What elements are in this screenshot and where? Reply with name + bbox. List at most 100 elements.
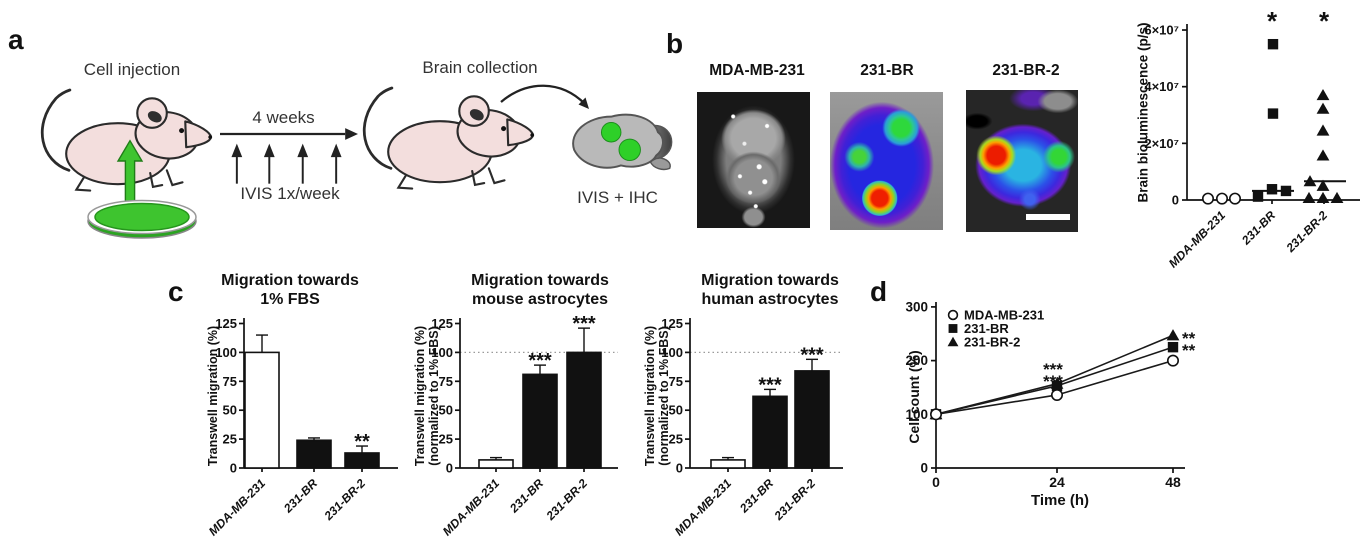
significance-label: * <box>1319 6 1330 36</box>
y-tick-label: 75 <box>223 374 237 389</box>
data-point-square <box>1167 341 1179 353</box>
y-tick-label: 25 <box>223 432 237 447</box>
category-label: 231-BR-2 <box>321 476 369 524</box>
imaging-schedule-label: IVIS 1x/week <box>240 184 340 203</box>
x-tick-label: 24 <box>1049 474 1065 490</box>
data-point-triangle <box>1166 329 1180 341</box>
significance-label: * <box>1267 6 1278 36</box>
data-point-triangle <box>1316 102 1330 114</box>
y-tick-label: 0 <box>1172 193 1179 208</box>
x-tick-label: 48 <box>1165 474 1181 490</box>
collection-arrow-icon <box>500 84 589 109</box>
data-point-triangle <box>1302 191 1316 204</box>
legend-label: 231-BR <box>964 321 1009 336</box>
y-tick-label: 50 <box>223 403 237 418</box>
legend-label: 231-BR-2 <box>964 335 1020 350</box>
data-point-circle <box>947 309 959 321</box>
brain-collection-label: Brain collection <box>422 58 538 77</box>
data-point-square <box>1267 108 1279 119</box>
bar <box>244 351 280 469</box>
category-label: MDA-MB-231 <box>1166 208 1228 270</box>
bar <box>566 351 602 469</box>
bar <box>752 395 788 469</box>
data-point-triangle <box>1330 191 1344 204</box>
brain-image-231-br <box>830 92 943 230</box>
data-point-square <box>948 324 958 333</box>
data-point-circle <box>1051 388 1064 401</box>
annotation: ** <box>1182 341 1196 360</box>
readout-label: IVIS + IHC <box>577 188 658 207</box>
y-tick-label: 6×10⁷ <box>1144 23 1179 38</box>
y-tick-label: 25 <box>669 432 683 447</box>
data-point-triangle <box>1316 191 1330 204</box>
significance-label: *** <box>528 350 552 372</box>
annotation: *** <box>1043 372 1063 391</box>
data-point-triangle <box>1316 149 1330 161</box>
category-label: MDA-MB-231 <box>672 476 734 538</box>
panel-d-label: d <box>870 276 888 307</box>
data-point-circle <box>1229 192 1242 205</box>
legend-label: MDA-MB-231 <box>964 308 1044 323</box>
category-label: 231-BR-2 <box>543 476 591 524</box>
data-point-triangle <box>1303 175 1317 187</box>
category-label: 231-BR <box>506 476 546 516</box>
y-tick-label: 100 <box>215 345 237 360</box>
significance-label: *** <box>758 374 782 396</box>
data-point-triangle <box>1316 179 1330 191</box>
y-tick-label: 25 <box>439 432 453 447</box>
y-tick-label: 75 <box>439 374 453 389</box>
data-point-circle <box>1201 192 1214 205</box>
y-tick-label: 300 <box>905 299 928 314</box>
data-point-triangle <box>1316 124 1330 136</box>
data-point-circle <box>1166 354 1179 367</box>
panel-b-label: b <box>666 28 684 59</box>
y-tick-label: 100 <box>661 345 683 360</box>
panel-c-label: c <box>168 276 184 307</box>
weekly-imaging-arrows-icon <box>231 143 342 184</box>
category-label: 231-BR <box>736 476 776 516</box>
annotation: *** <box>1043 360 1063 379</box>
bar-chart-1-title: Migration towards 1% FBS <box>221 272 359 308</box>
bar-chart-2-title: Migration towards mouse astrocytes <box>471 272 609 308</box>
bar-chart-3-title: Migration towards human astrocytes <box>701 272 839 308</box>
brain-image-231-br-2 <box>966 90 1078 232</box>
y-tick-label: 0 <box>446 461 453 476</box>
image-title-mda-mb-231: MDA-MB-231 <box>709 62 805 79</box>
y-tick-label: 125 <box>215 316 237 331</box>
image-title-231-br: 231-BR <box>860 62 914 79</box>
y-tick-label: 4×10⁷ <box>1144 79 1179 94</box>
significance-label: ** <box>354 431 370 453</box>
bar <box>478 459 514 469</box>
y-tick-label: 0 <box>230 461 237 476</box>
category-label: MDA-MB-231 <box>440 476 502 538</box>
y-tick-label: 0 <box>920 461 928 476</box>
image-title-231-br-2: 231-BR-2 <box>992 62 1060 79</box>
data-point-circle <box>929 408 942 421</box>
data-point-circle <box>1216 192 1229 205</box>
timeline-duration-label: 4 weeks <box>252 108 315 127</box>
data-point-square <box>1252 191 1264 202</box>
bar <box>710 459 746 469</box>
y-tick-label: 125 <box>431 316 453 331</box>
data-point-square <box>1266 184 1278 195</box>
data-point-square <box>1267 38 1279 50</box>
line-chart-x-axis-label: Time (h) <box>1030 492 1090 509</box>
significance-label: *** <box>572 313 596 335</box>
y-tick-label: 125 <box>661 316 683 331</box>
category-label: 231-BR <box>280 476 320 516</box>
bar <box>794 370 830 469</box>
brain-illustration <box>572 113 673 171</box>
brain-bioluminescence-scatter-plot: 0 2×10⁷ 4×10⁷ 6×10⁷ MDA-MB-231 231-BR * 231-BR-… <box>1144 6 1360 270</box>
x-tick-label: 0 <box>932 474 940 490</box>
y-tick-label: 100 <box>431 345 453 360</box>
timeline-arrow-icon <box>220 128 358 140</box>
y-tick-label: 100 <box>905 407 928 422</box>
scale-bar <box>1026 214 1070 220</box>
y-tick-label: 75 <box>669 374 683 389</box>
cell-injection-label: Cell injection <box>83 60 181 79</box>
y-tick-label: 200 <box>905 353 928 368</box>
significance-label: *** <box>800 344 824 366</box>
